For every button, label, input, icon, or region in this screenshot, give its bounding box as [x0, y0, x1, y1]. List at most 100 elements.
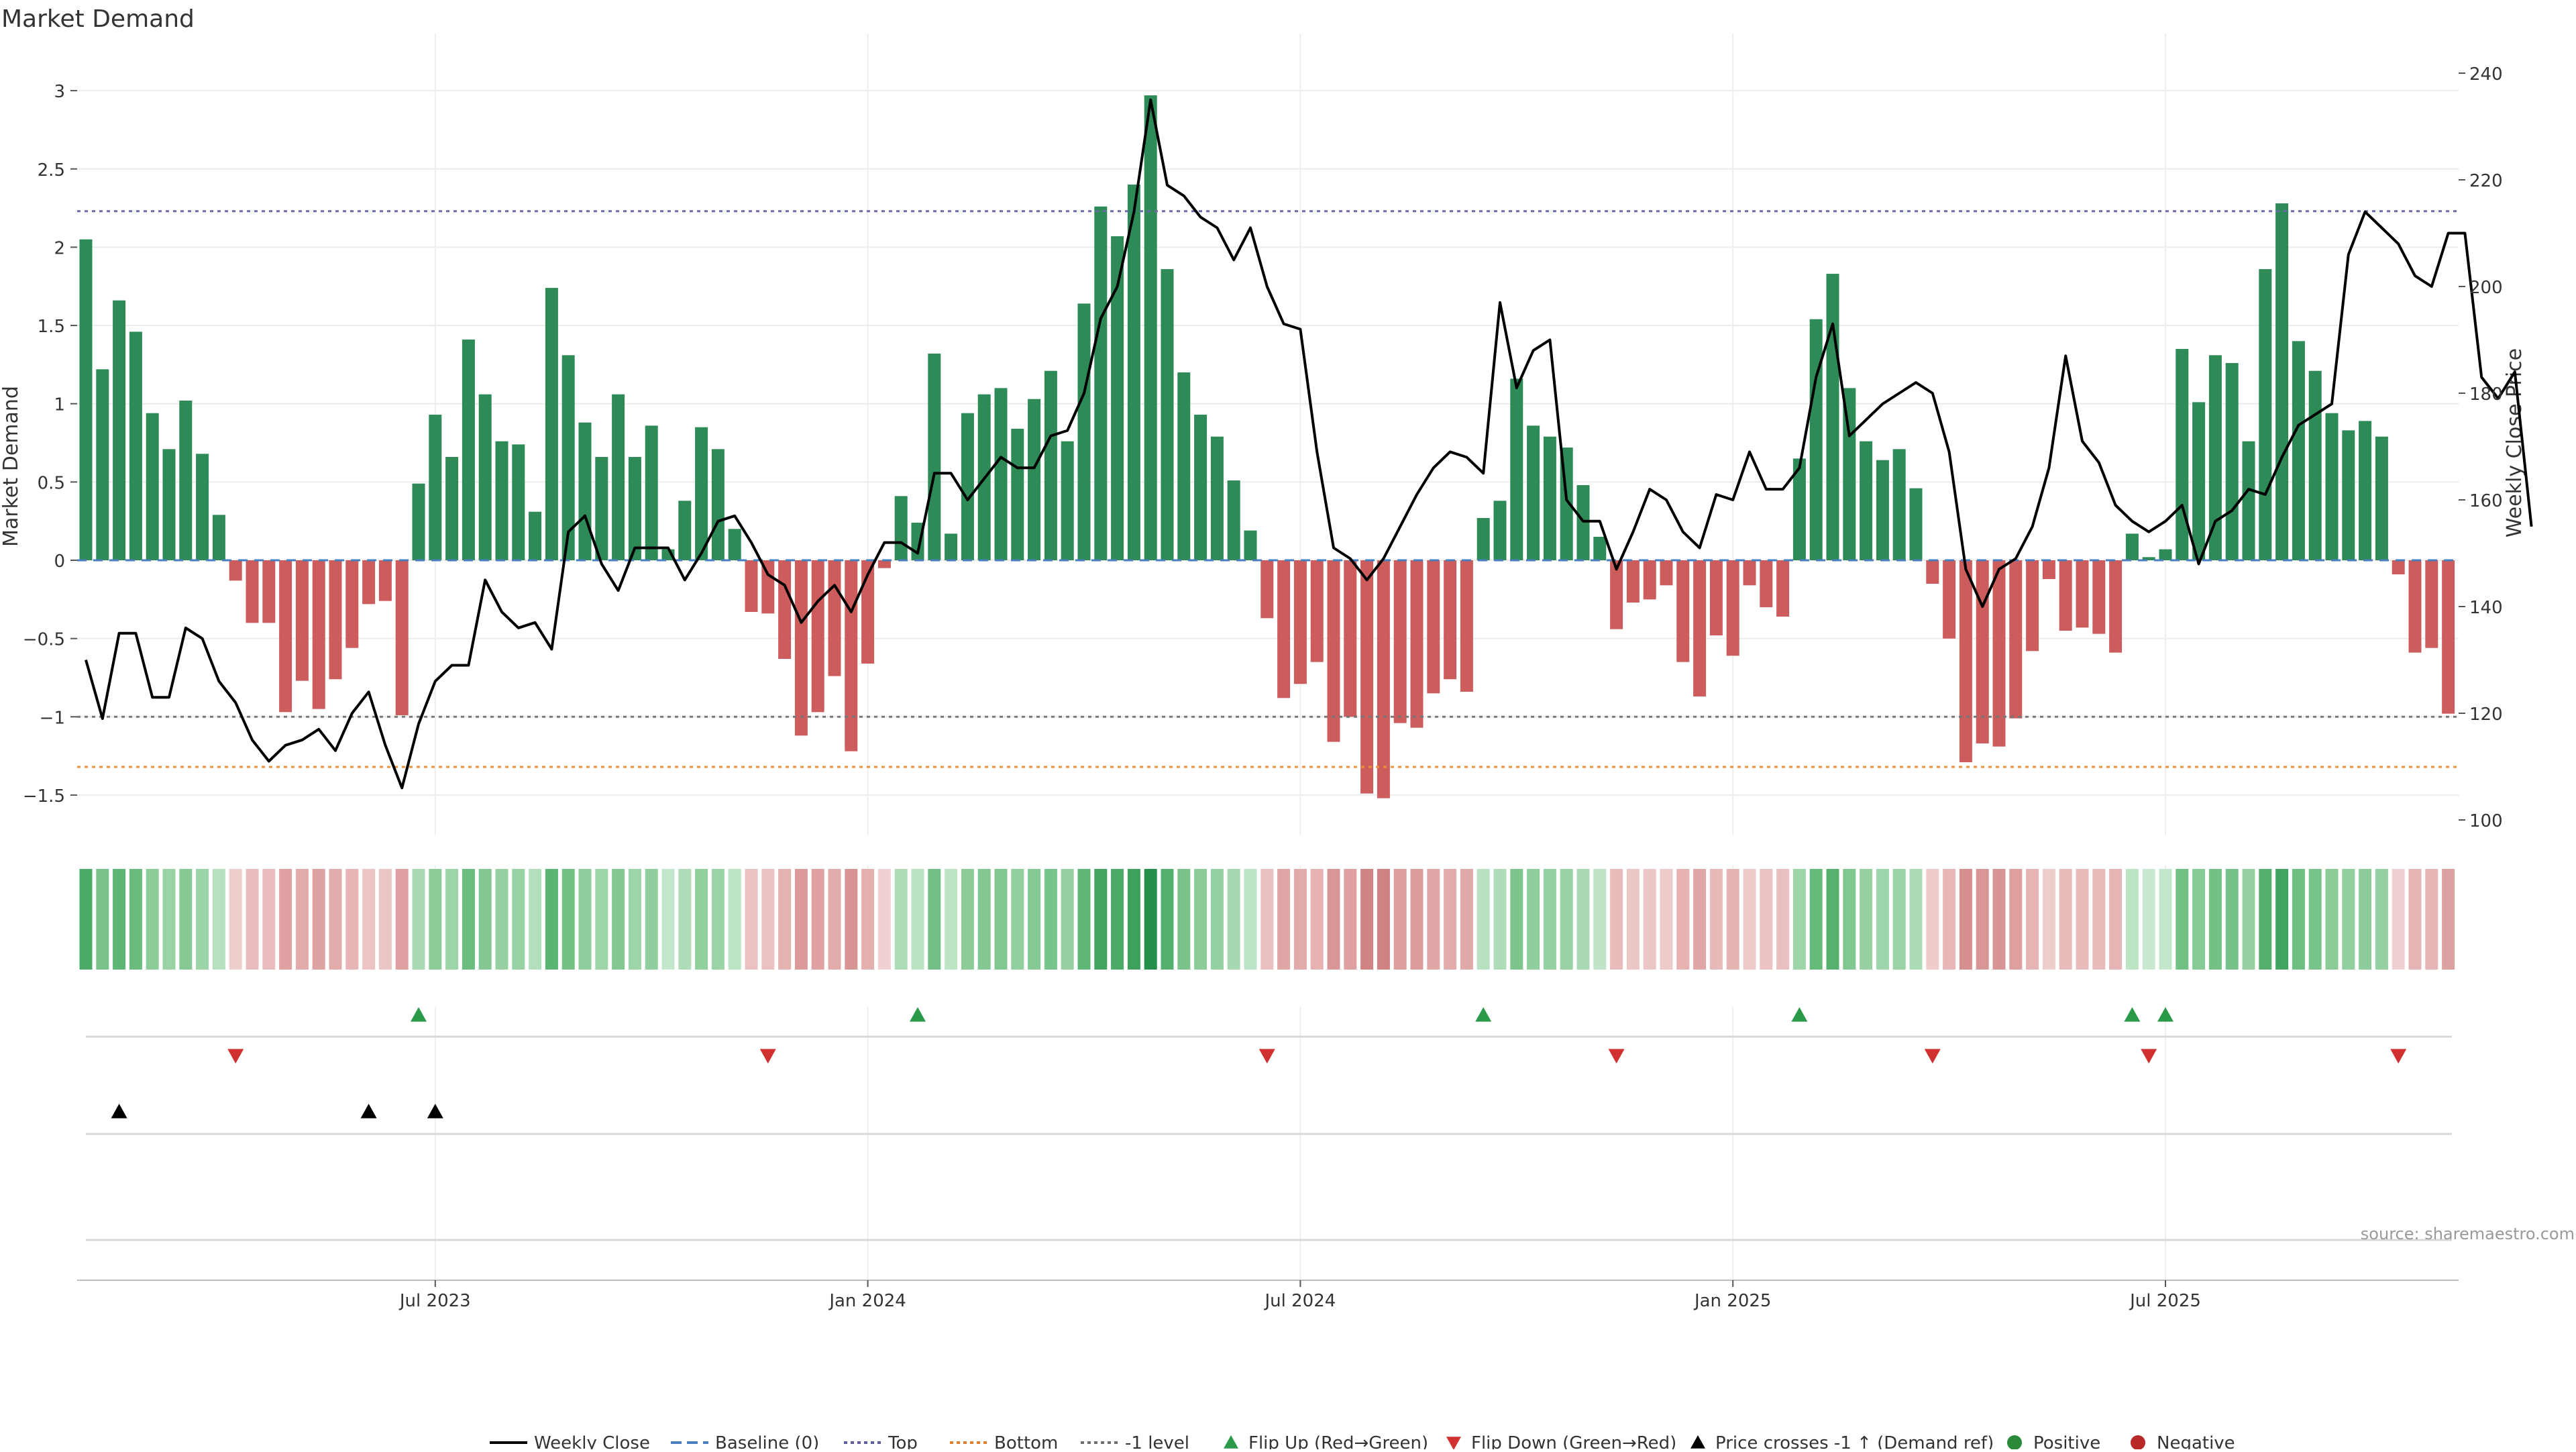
- heat-cell: [2359, 869, 2372, 970]
- bar-positive: [512, 444, 525, 560]
- heat-cell: [612, 869, 625, 970]
- bar-positive: [1061, 441, 1074, 560]
- bar-positive: [894, 496, 908, 560]
- bar-positive: [1826, 274, 1839, 560]
- bar-negative: [378, 560, 392, 601]
- heat-cell: [2125, 869, 2139, 970]
- bar-positive: [1809, 319, 1823, 560]
- heat-cell: [761, 869, 775, 970]
- bar-negative: [279, 560, 292, 713]
- heat-cell: [329, 869, 342, 970]
- bar-positive: [628, 457, 641, 560]
- heat-cell: [1227, 869, 1240, 970]
- bar-negative: [811, 560, 824, 713]
- heat-cell: [1776, 869, 1790, 970]
- heat-cell: [794, 869, 808, 970]
- y-tick-label: −1: [40, 708, 65, 728]
- bar-negative: [262, 560, 276, 623]
- bar-negative: [1660, 560, 1673, 586]
- bar-positive: [462, 340, 475, 560]
- heat-cell: [179, 869, 193, 970]
- bar-positive: [2342, 430, 2355, 560]
- bar-positive: [2359, 421, 2372, 560]
- legend-label: Flip Down (Green→Red): [1471, 1433, 1676, 1449]
- heat-cell: [1992, 869, 2006, 970]
- heat-cell: [246, 869, 259, 970]
- heat-cell: [994, 869, 1008, 970]
- bar-negative: [794, 560, 808, 736]
- flip-down-marker: [1258, 1049, 1275, 1064]
- bar-negative: [2059, 560, 2072, 631]
- bar-positive: [1510, 378, 1523, 560]
- heat-cell: [1028, 869, 1041, 970]
- demand-heat-strip: [79, 869, 2455, 970]
- bar-positive: [1227, 480, 1240, 560]
- bar-positive: [1028, 399, 1041, 560]
- bar-negative: [861, 560, 875, 664]
- legend-swatch-circle: [2007, 1435, 2022, 1450]
- bar-negative: [1693, 560, 1707, 696]
- heat-cell: [1360, 869, 1374, 970]
- bar-negative: [2408, 560, 2422, 653]
- heat-cell: [2176, 869, 2189, 970]
- bar-positive: [2325, 413, 2339, 560]
- heat-cell: [2159, 869, 2172, 970]
- heat-cell: [1676, 869, 1690, 970]
- y-tick-label: −1.5: [23, 786, 65, 807]
- y2-tick-label: 120: [2469, 705, 2503, 725]
- x-tick-label: Jul 2025: [2129, 1291, 2201, 1311]
- heat-cell: [2225, 869, 2239, 970]
- bar-positive: [2208, 355, 2222, 560]
- bar-positive: [196, 454, 209, 560]
- bar-positive: [2125, 533, 2139, 560]
- heat-cell: [561, 869, 575, 970]
- bar-positive: [129, 331, 142, 560]
- heat-cell: [1610, 869, 1623, 970]
- price-cross-marker: [111, 1104, 127, 1119]
- heat-cell: [462, 869, 475, 970]
- bar-negative: [1260, 560, 1274, 619]
- x-tick-label: Jul 2024: [1263, 1291, 1336, 1311]
- bar-negative: [1344, 560, 1357, 717]
- y2-tick-label: 100: [2469, 811, 2503, 831]
- heat-cell: [1660, 869, 1673, 970]
- bar-positive: [412, 483, 425, 560]
- y-axis-label: Market Demand: [0, 386, 23, 547]
- x-tick-label: Jul 2023: [398, 1291, 471, 1311]
- heat-cell: [1144, 869, 1157, 970]
- bar-positive: [945, 533, 958, 560]
- y2-tick-label: 240: [2469, 64, 2503, 85]
- bar-positive: [212, 515, 225, 560]
- bar-positive: [2159, 549, 2172, 560]
- heat-cell: [1560, 869, 1573, 970]
- heat-cell: [894, 869, 908, 970]
- heat-cell: [1127, 869, 1140, 970]
- bar-positive: [495, 441, 508, 560]
- heat-cell: [1510, 869, 1523, 970]
- bar-positive: [2176, 349, 2189, 560]
- heat-cell: [2059, 869, 2072, 970]
- bar-negative: [1360, 560, 1374, 794]
- bar-positive: [146, 413, 159, 560]
- bar-positive: [478, 394, 492, 560]
- bar-negative: [761, 560, 775, 614]
- heat-cell: [312, 869, 325, 970]
- bar-negative: [845, 560, 858, 751]
- heat-cell: [1709, 869, 1723, 970]
- heat-cell: [1760, 869, 1773, 970]
- bar-negative: [828, 560, 841, 676]
- legend-label: Top: [888, 1433, 918, 1449]
- heat-cell: [628, 869, 641, 970]
- heat-cell: [378, 869, 392, 970]
- bar-positive: [1177, 372, 1191, 560]
- bar-negative: [2009, 560, 2023, 719]
- heat-cell: [1943, 869, 1956, 970]
- demand-bars: [79, 95, 2455, 798]
- bar-negative: [1676, 560, 1690, 662]
- heat-cell: [1976, 869, 1989, 970]
- legend-label: Baseline (0): [715, 1433, 819, 1449]
- flip-up-marker: [2157, 1007, 2174, 1022]
- bar-positive: [1527, 425, 1540, 560]
- heat-cell: [1444, 869, 1457, 970]
- heat-cell: [1693, 869, 1707, 970]
